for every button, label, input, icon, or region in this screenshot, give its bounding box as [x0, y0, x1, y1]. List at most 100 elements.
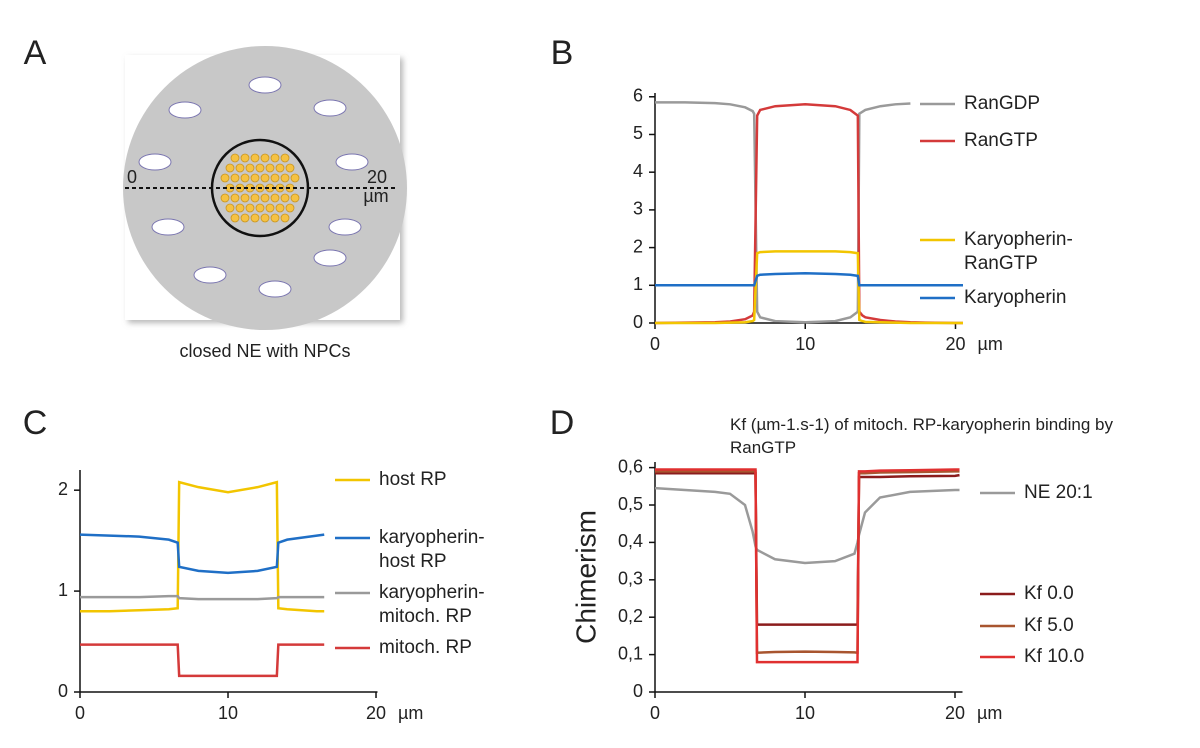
- chromatin-dot: [260, 213, 270, 223]
- legend-label: RanGTP: [964, 130, 1038, 151]
- chromatin-dot: [240, 213, 250, 223]
- chromatin-dot: [250, 153, 260, 163]
- pore: [248, 76, 282, 94]
- legend-label: Kf 5.0: [1024, 615, 1074, 636]
- chromatin-dot: [260, 193, 270, 203]
- pore: [313, 99, 347, 117]
- y-tick-label: 0,6: [618, 456, 643, 476]
- chromatin-dot: [270, 153, 280, 163]
- y-tick-label: 3: [633, 199, 643, 219]
- x-tick-label: 10: [795, 334, 815, 354]
- legend-label: karyopherin-host RP: [379, 527, 485, 572]
- x-tick-label: 0: [650, 334, 660, 354]
- line-series: [79, 533, 325, 575]
- x-tick-label: 20: [945, 334, 965, 354]
- x-unit: µm: [977, 703, 1002, 723]
- chromatin-dot: [250, 213, 260, 223]
- legend-label: host RP: [379, 469, 447, 490]
- line-series: [80, 643, 325, 678]
- y-tick-label: 5: [633, 123, 643, 143]
- legend-label: Karyopherin-RanGTP: [964, 229, 1073, 274]
- chromatin-dot: [245, 203, 255, 213]
- chromatin-dot: [225, 203, 235, 213]
- chromatin-dot: [235, 203, 245, 213]
- line-series: [655, 471, 960, 626]
- line-series: [80, 480, 325, 613]
- chromatin-dot: [245, 163, 255, 173]
- chromatin-dot: [220, 193, 230, 203]
- chromatin-dot: [225, 163, 235, 173]
- line-series: [80, 594, 325, 601]
- chromatin-dot: [270, 193, 280, 203]
- panel-label: D: [550, 404, 575, 442]
- legend-label: Kf 10.0: [1024, 646, 1085, 667]
- panel-label: A: [24, 34, 47, 72]
- x-tick-label: 20: [366, 703, 386, 723]
- y-tick-label: 0,3: [618, 569, 643, 589]
- chromatin-dot: [260, 153, 270, 163]
- y-tick-label: 4: [633, 161, 643, 181]
- line-series: [654, 103, 963, 325]
- chromatin-dot: [280, 213, 290, 223]
- y-tick-label: 2: [633, 236, 643, 256]
- y-tick-label: 0: [633, 312, 643, 332]
- pore: [168, 101, 202, 119]
- line-series: [655, 470, 960, 655]
- chromatin-dot: [265, 203, 275, 213]
- y-tick-label: 1: [633, 274, 643, 294]
- chromatin-dot: [220, 173, 230, 183]
- chromatin-dot: [270, 173, 280, 183]
- legend-label: RanGDP: [964, 93, 1041, 114]
- chromatin-dot: [285, 163, 295, 173]
- line-series: [655, 468, 960, 664]
- chromatin-dot: [265, 163, 275, 173]
- panel-label: C: [23, 404, 48, 442]
- chromatin-dot: [280, 173, 290, 183]
- y-axis-label: Chimerism: [570, 510, 601, 644]
- x-tick-label: 0: [75, 703, 85, 723]
- pore: [335, 153, 369, 171]
- chromatin-dot: [240, 173, 250, 183]
- x-tick-label: 20: [945, 703, 965, 723]
- chromatin-dot: [275, 163, 285, 173]
- pore: [258, 280, 292, 298]
- y-tick-label: 2: [58, 479, 68, 499]
- chromatin-dot: [250, 173, 260, 183]
- pore: [313, 249, 347, 267]
- chromatin-dot: [280, 193, 290, 203]
- line-series: [655, 250, 963, 325]
- y-tick-label: 1: [58, 580, 68, 600]
- caption: closed NE with NPCs: [179, 341, 350, 361]
- diagram-label: 0: [127, 167, 137, 187]
- diagram-label: 20: [367, 167, 387, 187]
- y-tick-label: 0: [633, 681, 643, 701]
- x-unit: µm: [977, 334, 1002, 354]
- x-tick-label: 10: [218, 703, 238, 723]
- chromatin-dot: [250, 193, 260, 203]
- chromatin-dot: [230, 193, 240, 203]
- line-series: [654, 486, 960, 565]
- chromatin-dot: [280, 153, 290, 163]
- x-unit: µm: [398, 703, 423, 723]
- pore: [138, 153, 172, 171]
- chromatin-dot: [270, 213, 280, 223]
- chromatin-dot: [230, 173, 240, 183]
- chromatin-dot: [235, 163, 245, 173]
- line-series: [655, 271, 963, 287]
- chromatin-dot: [240, 153, 250, 163]
- pore: [193, 266, 227, 284]
- legend-label: Kf 0.0: [1024, 583, 1074, 604]
- diagram-unit: µm: [363, 186, 388, 206]
- y-tick-label: 0: [58, 681, 68, 701]
- pore: [328, 218, 362, 236]
- chromatin-dot: [275, 203, 285, 213]
- line-series: [655, 101, 911, 324]
- chromatin-dot: [230, 213, 240, 223]
- x-tick-label: 0: [650, 703, 660, 723]
- panel-label: B: [551, 34, 574, 72]
- y-tick-label: 0,1: [618, 643, 643, 663]
- chromatin-dot: [255, 163, 265, 173]
- y-tick-label: 0,5: [618, 494, 643, 514]
